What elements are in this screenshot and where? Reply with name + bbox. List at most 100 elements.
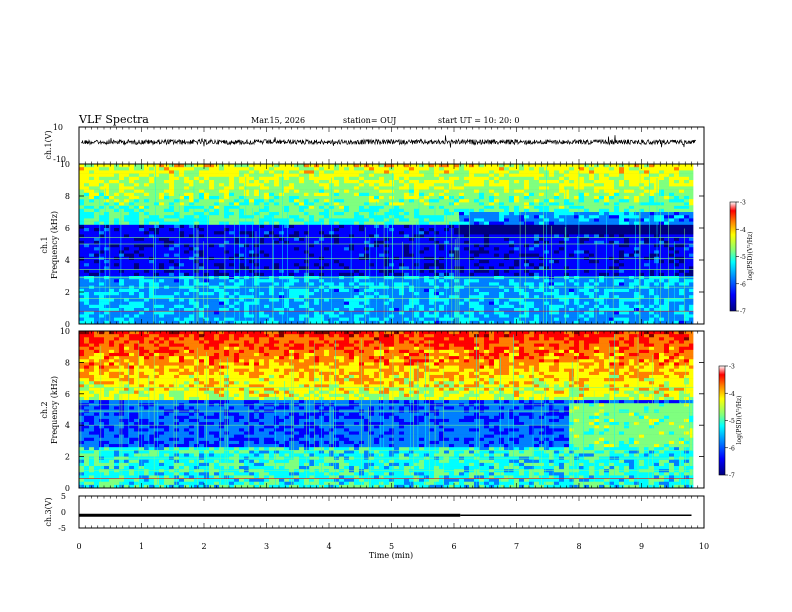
spectrogram-cell (359, 205, 365, 210)
spectrogram-cell (154, 240, 160, 245)
spectrogram-cell (199, 164, 205, 168)
spectrogram-cell (209, 263, 215, 267)
spectrogram-cell (484, 176, 490, 181)
spectrogram-cell (204, 164, 210, 168)
spectrogram-cell (274, 212, 280, 216)
spectrogram-cell (544, 202, 550, 206)
spectrogram-cell (499, 237, 505, 242)
spectrogram-cell (504, 263, 510, 267)
spectrogram-cell (369, 202, 375, 206)
spectrogram-cell (444, 266, 450, 270)
spectrogram-cell (239, 231, 245, 235)
spectrogram-cell (559, 282, 565, 286)
spectrogram-cell (494, 247, 500, 251)
spectrogram-cell (419, 266, 425, 270)
spectrogram-cell (219, 186, 225, 190)
spectrogram-cell (304, 304, 310, 309)
spectrogram-cell (529, 272, 535, 277)
spectrogram-cell (559, 308, 565, 312)
spectrogram-cell (149, 173, 155, 178)
spectrogram-cell (89, 240, 95, 245)
spectrogram-cell (194, 180, 200, 184)
spectrogram-cell (564, 314, 570, 318)
spectrogram-cell (399, 218, 405, 222)
spectrogram-cell (364, 224, 370, 229)
spectrogram-cell (509, 196, 515, 200)
spectrogram-cell (539, 167, 545, 171)
spectrogram-cell (94, 298, 100, 302)
spectrogram-cell (119, 266, 125, 270)
spectrogram-cell (384, 215, 390, 219)
spectrogram-cell (324, 192, 330, 197)
spectrogram-cell (94, 212, 100, 216)
spectrogram-cell (539, 192, 545, 197)
spectrogram-cell (274, 202, 280, 206)
spectrogram-cell (184, 215, 190, 219)
spectrogram-cell (184, 176, 190, 181)
spectrogram-cell (419, 320, 425, 325)
spectrogram-cell (239, 250, 245, 254)
spectrogram-cell (274, 240, 280, 245)
spectrogram-cell (184, 272, 190, 277)
spectrogram-cell (299, 295, 305, 299)
spectrogram-cell (284, 311, 290, 315)
spectrogram-cell (269, 308, 275, 312)
spectrogram-cell (359, 269, 365, 274)
spectrogram-cell (524, 164, 530, 168)
spectrogram-cell (84, 263, 90, 267)
spectrogram-cell (189, 266, 195, 270)
spectrogram-cell (349, 279, 355, 283)
spectrogram-cell (284, 314, 290, 318)
spectrogram-cell (254, 317, 260, 322)
spectrogram-cell (154, 208, 160, 213)
spectrogram-cell (224, 199, 230, 203)
spectrogram-cell (479, 224, 485, 229)
spectrogram-cell (404, 180, 410, 184)
spectrogram-cell (449, 164, 455, 168)
spectrogram-cell (534, 240, 540, 245)
spectrogram-cell (309, 224, 315, 229)
spectrogram-cell (559, 317, 565, 322)
spectrogram-cell (444, 292, 450, 296)
spectrogram-cell (129, 295, 135, 299)
spectrogram-cell (224, 218, 230, 222)
spectrogram-cell (369, 288, 375, 293)
spectrogram-cell (409, 269, 415, 274)
spectrogram-cell (244, 170, 250, 174)
spectrogram-cell (414, 173, 420, 178)
spectrogram-cell (519, 247, 525, 251)
spectrogram-cell (234, 180, 240, 184)
spectrogram-cell (429, 266, 435, 270)
spectrogram-cell (204, 292, 210, 296)
spectrogram-cell (234, 224, 240, 229)
spectrogram-cell (454, 167, 460, 171)
spectrogram-cell (574, 253, 580, 258)
spectrogram-cell (119, 260, 125, 264)
spectrogram-cell (394, 288, 400, 293)
spectrogram-cell (144, 202, 150, 206)
spectrogram-cell (569, 192, 575, 197)
spectrogram-cell (89, 311, 95, 315)
spectrogram-cell (194, 196, 200, 200)
spectrogram-cell (574, 205, 580, 210)
spectrogram-cell (524, 253, 530, 258)
spectrogram-cell (549, 167, 555, 171)
spectrogram-cell (419, 288, 425, 293)
spectrogram-cell (534, 298, 540, 302)
spectrogram-cell (144, 173, 150, 178)
spectrogram-cell (364, 208, 370, 213)
spectrogram-cell (334, 176, 340, 181)
spectrogram-cell (144, 234, 150, 238)
spectrogram-cell (489, 266, 495, 270)
spectrogram-cell (364, 212, 370, 216)
spectrogram-cell (324, 269, 330, 274)
spectrogram-cell (234, 189, 240, 194)
spectrogram-cell (364, 176, 370, 181)
spectrogram-cell (354, 164, 360, 168)
spectrogram-cell (259, 250, 265, 254)
spectrogram-cell (404, 304, 410, 309)
spectrogram-cell (419, 176, 425, 181)
spectrogram-cell (169, 167, 175, 171)
spectrogram-cell (529, 208, 535, 213)
spectrogram-cell (399, 215, 405, 219)
